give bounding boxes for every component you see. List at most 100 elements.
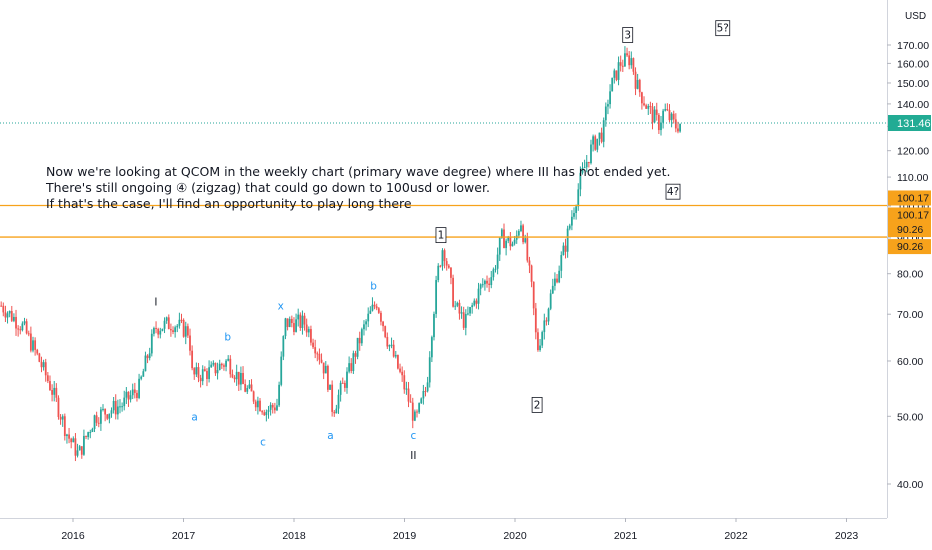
- candle-body: [528, 260, 531, 266]
- candle-body: [456, 302, 459, 306]
- candle-body: [42, 362, 45, 368]
- candle-body: [2, 305, 5, 313]
- candle-body: [197, 367, 200, 378]
- candle-body: [59, 416, 62, 420]
- wave-label: x: [278, 301, 284, 313]
- candle-body: [343, 382, 346, 388]
- y-tick-label: 80.00: [897, 269, 923, 281]
- candle-body: [85, 435, 87, 437]
- candle-body: [278, 384, 281, 406]
- candle-body: [458, 302, 461, 314]
- candle-body: [409, 401, 412, 403]
- candle-body: [318, 353, 321, 360]
- candle-body: [180, 319, 183, 321]
- candle-body: [301, 315, 304, 328]
- candle-body: [575, 206, 578, 213]
- wave-label: 1: [438, 230, 445, 242]
- y-tick-label: 60.00: [897, 356, 923, 368]
- candle-body: [638, 79, 641, 93]
- candle-body: [25, 321, 28, 334]
- candle-body: [651, 106, 654, 123]
- currency-label: USD: [905, 11, 926, 22]
- candle-body: [136, 392, 138, 399]
- candle-body: [655, 109, 658, 115]
- analysis-note: Now we're looking at QCOM in the weekly …: [46, 164, 670, 212]
- wave-label: II: [410, 450, 416, 462]
- candle-body: [220, 363, 223, 366]
- candle-body: [324, 365, 327, 374]
- candle-body: [657, 114, 660, 131]
- candle-body: [505, 240, 508, 249]
- candle-body: [314, 347, 317, 354]
- candle-body: [216, 370, 219, 374]
- candle-body: [462, 312, 465, 328]
- candle-body: [286, 318, 289, 327]
- candle-body: [653, 109, 656, 123]
- candle-body: [201, 369, 204, 382]
- candle-body: [382, 321, 384, 327]
- candle-body: [477, 288, 480, 304]
- candle-body: [543, 320, 546, 333]
- level-badge: [888, 222, 931, 238]
- candle-body: [600, 132, 603, 142]
- candle-body: [392, 344, 395, 357]
- candle-body: [150, 333, 153, 354]
- candle-body: [316, 353, 319, 355]
- candle-body: [562, 245, 565, 256]
- candle-body: [443, 250, 446, 262]
- candle-body: [483, 280, 486, 285]
- candle-body: [312, 342, 314, 348]
- candle-body: [573, 212, 575, 217]
- candle-body: [331, 384, 334, 412]
- candle-body: [87, 432, 90, 437]
- candle-body: [57, 397, 60, 417]
- candle-body: [350, 363, 353, 372]
- wave-label: 2: [534, 399, 541, 411]
- candle-body: [401, 371, 404, 376]
- candle-body: [199, 377, 202, 382]
- candle-body: [72, 438, 75, 443]
- candle-body: [106, 414, 109, 419]
- candle-body: [358, 337, 361, 344]
- candle-body: [288, 318, 291, 327]
- candle-body: [430, 337, 433, 358]
- candle-body: [645, 105, 648, 109]
- candle-body: [167, 317, 170, 330]
- candle-body: [422, 390, 425, 399]
- candle-body: [80, 446, 83, 455]
- candle-body: [70, 438, 73, 443]
- candle-body: [475, 300, 478, 304]
- candle-body: [609, 91, 611, 105]
- candle-body: [611, 77, 614, 92]
- candle-body: [172, 330, 174, 333]
- wave-label: c: [260, 437, 266, 449]
- candle-body: [424, 390, 427, 392]
- candle-body: [416, 411, 418, 413]
- candle-body: [116, 406, 119, 415]
- candle-body: [263, 412, 266, 416]
- wave-label-box: [622, 27, 634, 43]
- candle-body: [524, 238, 527, 243]
- candle-body: [174, 327, 177, 333]
- candle-body: [295, 319, 297, 332]
- candle-body: [500, 229, 503, 238]
- wave-label: 3: [624, 29, 631, 41]
- candle-body: [520, 225, 522, 232]
- candle-body: [509, 236, 512, 247]
- level-badge: [888, 190, 931, 206]
- candle-body: [208, 367, 210, 380]
- candle-body: [178, 319, 181, 326]
- candle-body: [95, 415, 98, 423]
- candle-body: [585, 161, 588, 168]
- candle-body: [433, 313, 435, 338]
- candle-body: [607, 104, 609, 107]
- candle-body: [454, 305, 457, 307]
- candle-body: [621, 65, 624, 67]
- candle-body: [348, 363, 351, 372]
- candle-body: [10, 311, 13, 321]
- candle-body: [360, 329, 363, 344]
- candle-body: [91, 428, 94, 433]
- candle-body: [320, 359, 323, 363]
